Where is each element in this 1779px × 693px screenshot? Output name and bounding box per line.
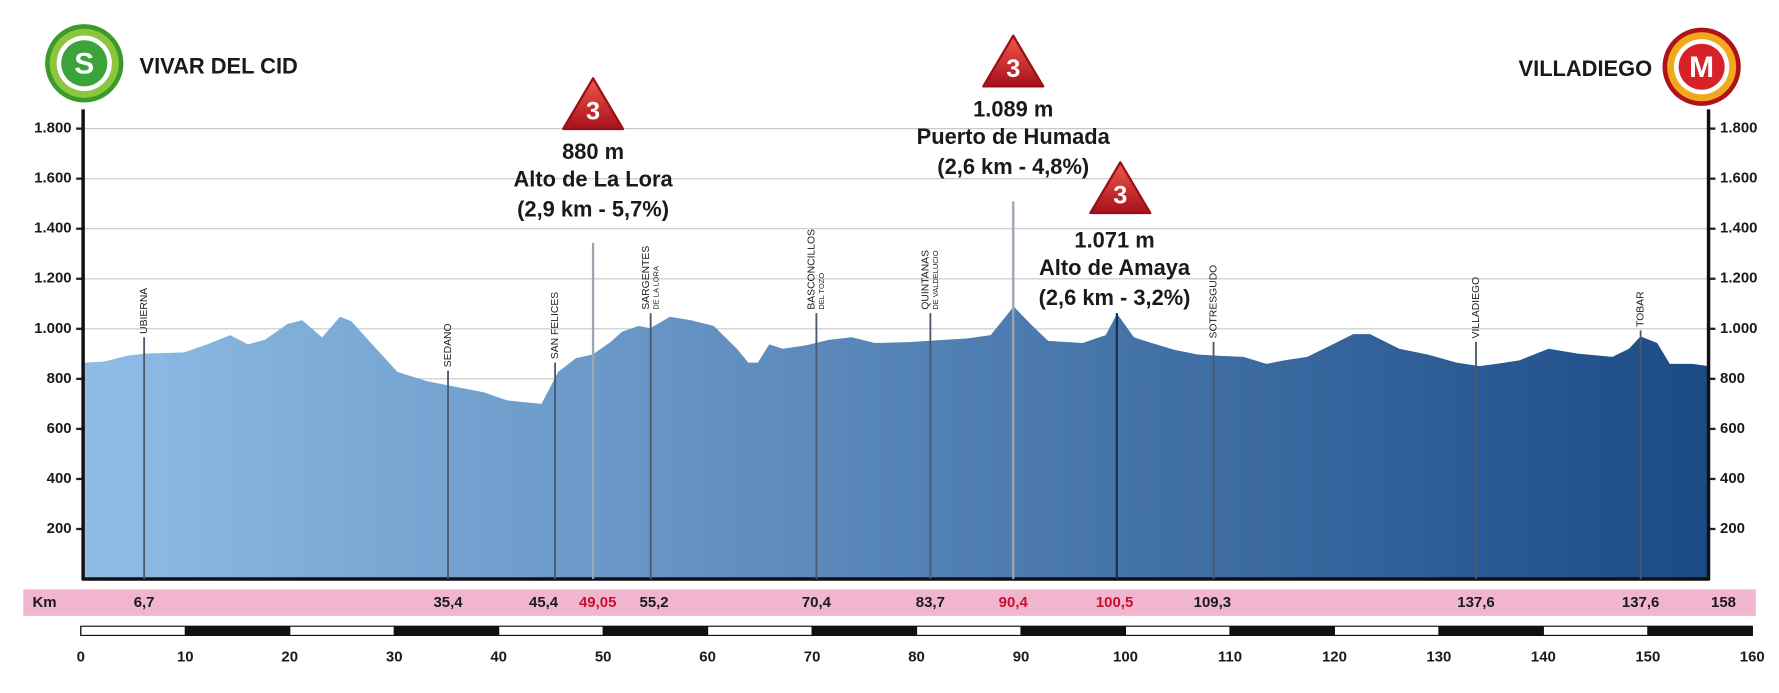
x-tick-label: 0 [77,648,85,665]
km-label: 49,05 [579,594,616,611]
x-tick-label: 110 [1218,648,1242,665]
x-tick-label: 30 [386,648,403,665]
waypoint-name: SOTRESGUDO [1208,265,1219,339]
climb-detail: (2,6 km - 4,8%) [937,154,1089,179]
y2-tick-label: 800 [1720,370,1745,387]
scale-segment [1438,626,1544,636]
climb-name: Alto de Amaya [1039,255,1191,280]
km-label: 137,6 [1622,594,1659,611]
y2-tick-label: 1.200 [1720,270,1757,287]
y2-tick-label: 1.000 [1720,320,1757,337]
climb-category: 3 [586,98,600,126]
y2-tick-label: 1.400 [1720,220,1757,237]
km-band [23,589,1756,616]
x-tick-label: 120 [1322,648,1347,665]
finish-letter: M [1689,51,1714,84]
climb-category: 3 [1006,55,1020,83]
waypoint-name: UBIERNA [139,288,150,334]
waypoint-name: BASCONCILLOS [807,229,818,310]
waypoint-name: SARGENTES [641,246,652,310]
x-tick-label: 20 [281,648,298,665]
climb-name: Alto de La Lora [514,167,674,192]
km-label: 70,4 [802,594,832,611]
scale-segment [1229,626,1335,636]
y-tick-label: 400 [47,470,72,487]
climb-badge [561,77,625,131]
y-tick-label: 1.600 [34,170,71,187]
climb-detail: (2,9 km - 5,7%) [517,196,669,221]
waypoint-sub: DE VALDELUCIO [931,250,940,309]
start-letter: S [74,48,94,81]
waypoint-name: QUINTANAS [920,250,931,310]
scale-segment [603,626,708,636]
climb-elevation: 1.071 m [1074,228,1154,253]
climb-category: 3 [1113,182,1127,210]
x-tick-label: 70 [804,648,821,665]
y-tick-label: 1.200 [34,270,71,287]
x-tick-label: 150 [1635,648,1660,665]
km-label: 109,3 [1194,594,1231,611]
start-badge: S [45,24,124,103]
x-tick-label: 10 [177,648,194,665]
x-tick-label: 80 [908,648,925,665]
y-tick-label: 600 [47,420,72,437]
waypoint-sub: DEL TOZO [817,273,826,310]
x-tick-label: 100 [1113,648,1138,665]
waypoint-name: SAN FELICES [550,292,561,359]
km-title: Km [32,594,56,611]
climb-badge [982,34,1045,88]
profile-area [82,306,1709,580]
km-label: 90,4 [999,594,1029,611]
waypoint-sub: DE LA LORA [651,266,660,310]
x-tick-label: 90 [1013,648,1030,665]
scale-segment [185,626,290,636]
y2-tick-label: 200 [1720,520,1745,537]
finish-name: VILLADIEGO [1519,56,1653,81]
start-name: VIVAR DEL CID [140,54,298,79]
scale-segment [1021,626,1126,636]
y-tick-label: 1.000 [34,320,71,337]
x-tick-label: 40 [490,648,507,665]
y2-tick-label: 600 [1720,420,1745,437]
climb-elevation: 1.089 m [973,96,1053,121]
x-tick-label: 60 [699,648,716,665]
waypoint-name: VILLADIEGO [1471,277,1482,339]
waypoint-name: SEDANO [443,323,454,367]
km-label: 100,5 [1096,594,1133,611]
y-tick-label: 200 [47,520,72,537]
x-tick-label: 160 [1740,648,1765,665]
x-tick-label: 140 [1531,648,1556,665]
scale-segment [1647,626,1753,636]
climb-detail: (2,6 km - 3,2%) [1039,285,1191,310]
x-tick-label: 50 [595,648,612,665]
scale-segment [812,626,917,636]
climb-name: Puerto de Humada [917,124,1111,149]
scale-segment [394,626,499,636]
y-tick-label: 1.800 [34,120,71,137]
km-label: 45,4 [529,594,559,611]
km-label: 137,6 [1457,594,1494,611]
y2-tick-label: 1.800 [1720,120,1757,137]
km-label: 83,7 [916,594,945,611]
climb-elevation: 880 m [562,139,624,164]
km-label: 158 [1711,594,1736,611]
waypoint-name: TOBAR [1635,291,1646,327]
km-label: 35,4 [433,594,463,611]
y-tick-label: 800 [47,370,72,387]
finish-badge: M [1662,27,1741,106]
km-label: 55,2 [640,594,669,611]
y2-tick-label: 400 [1720,470,1745,487]
x-tick-label: 130 [1426,648,1451,665]
climb-badge [1089,161,1152,215]
y2-tick-label: 1.600 [1720,170,1757,187]
km-label: 6,7 [134,594,155,611]
y-tick-label: 1.400 [34,220,71,237]
